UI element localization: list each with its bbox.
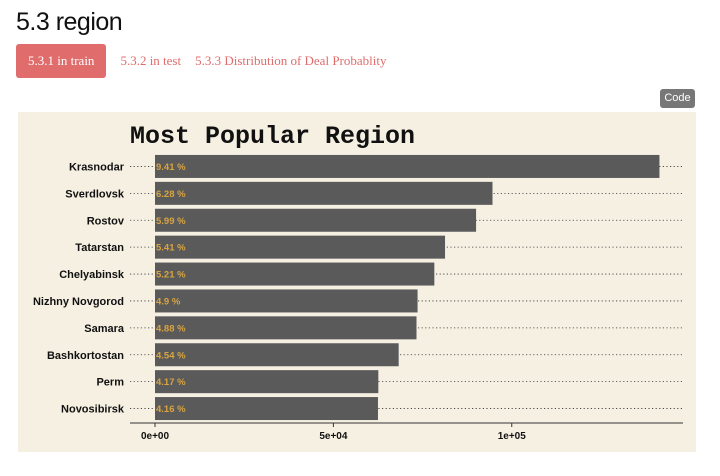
bar-tatarstan xyxy=(155,235,446,259)
code-button[interactable]: Code xyxy=(660,89,695,108)
data-label: 5.41 % xyxy=(156,243,186,254)
data-label: 4.88 % xyxy=(156,323,186,334)
category-label: Tatarstan xyxy=(75,242,124,254)
tab-distribution-deal-probability[interactable]: 5.3.3 Distribution of Deal Probablity xyxy=(195,53,387,68)
data-label: 4.9 % xyxy=(156,296,181,307)
bars: 9.41 % 6.28 % 5.99 % 5.41 % 5.21 % 4.9 % 4.88 … xyxy=(155,154,660,421)
data-label: 4.16 % xyxy=(156,404,186,415)
bar-bashkortostan xyxy=(155,343,399,367)
data-label: 4.54 % xyxy=(156,350,186,361)
data-label: 4.17 % xyxy=(156,377,186,388)
category-label: Rostov xyxy=(87,215,125,227)
category-labels: Krasnodar Sverdlovsk Rostov Tatarstan Chelya… xyxy=(33,161,125,415)
chart-title: Most Popular Region xyxy=(130,122,415,151)
bar-krasnodar xyxy=(155,154,660,178)
bar-rostov xyxy=(155,208,477,232)
data-label: 6.28 % xyxy=(156,189,186,200)
tab-bar: 5.3.1 in train 5.3.2 in test 5.3.3 Distr… xyxy=(16,44,400,78)
x-tick-label: 5e+04 xyxy=(319,431,348,442)
chart-panel: Most Popular Region 9.41 % 6.28 % 5.99 % 5.… xyxy=(18,112,696,452)
tab-in-test[interactable]: 5.3.2 in test xyxy=(120,53,182,68)
x-axis: 0e+00 5e+04 1e+05 xyxy=(130,422,683,442)
x-tick-label: 1e+05 xyxy=(498,431,527,442)
category-label: Samara xyxy=(84,323,125,335)
category-label: Krasnodar xyxy=(69,161,125,173)
bar-perm xyxy=(155,370,379,394)
bar-sverdlovsk xyxy=(155,181,493,205)
bar-samara xyxy=(155,316,417,340)
category-label: Sverdlovsk xyxy=(65,188,125,200)
data-label: 9.41 % xyxy=(156,162,186,173)
category-label: Chelyabinsk xyxy=(59,269,125,281)
x-tick-label: 0e+00 xyxy=(141,431,170,442)
category-label: Bashkortostan xyxy=(47,350,124,362)
tab-in-train[interactable]: 5.3.1 in train xyxy=(16,44,107,78)
bar-novosibirsk xyxy=(155,397,378,421)
bar-nizhny-novgorod xyxy=(155,289,418,313)
data-label: 5.99 % xyxy=(156,216,186,227)
category-label: Novosibirsk xyxy=(61,404,125,416)
bar-chart: Most Popular Region 9.41 % 6.28 % 5.99 % 5.… xyxy=(33,122,683,442)
category-label: Nizhny Novgorod xyxy=(33,296,124,308)
section-title: 5.3 region xyxy=(16,8,123,36)
data-label: 5.21 % xyxy=(156,270,186,281)
bar-chelyabinsk xyxy=(155,262,435,286)
category-label: Perm xyxy=(96,377,124,389)
